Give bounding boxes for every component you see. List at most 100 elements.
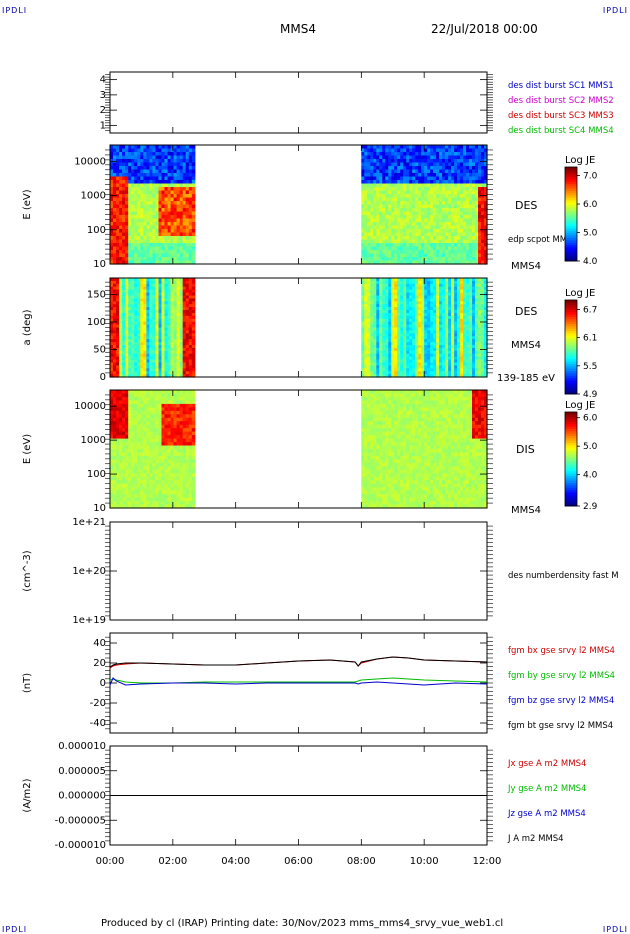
- des-pitch-cell: [382, 310, 386, 314]
- des-pitch-cell: [382, 304, 386, 308]
- des-energy-cell: [176, 211, 181, 216]
- des-energy-cell: [403, 204, 407, 209]
- des-energy-cell: [128, 236, 132, 241]
- des-pitch-cell: [182, 356, 187, 361]
- des-pitch-cell: [376, 289, 380, 294]
- des-energy-cell: [472, 257, 476, 262]
- des-energy-cell: [409, 169, 413, 174]
- des-energy-cell: [179, 152, 184, 157]
- des-energy-cell: [472, 250, 476, 255]
- des-energy-cell: [400, 194, 404, 199]
- des-pitch-cell: [188, 318, 193, 323]
- des-pitch-cell: [457, 359, 461, 363]
- des-energy-cell: [370, 225, 374, 230]
- des-energy-cell: [406, 236, 410, 241]
- des-energy-cell: [155, 190, 159, 195]
- des-pitch-cell: [457, 289, 461, 294]
- des-energy-cell: [134, 169, 138, 174]
- des-pitch-cell: [161, 371, 166, 375]
- des-energy-cell: [466, 145, 470, 150]
- des-energy-cell: [439, 246, 443, 251]
- des-energy-cell: [466, 176, 470, 181]
- des-energy-cell: [457, 201, 461, 206]
- des-energy-cell: [382, 222, 386, 227]
- des-pitch-cell: [376, 333, 380, 337]
- des-pitch-cell: [128, 347, 132, 352]
- des-energy-cell: [448, 211, 452, 216]
- des-energy-cell: [445, 187, 449, 192]
- des-energy-cell: [122, 211, 126, 216]
- des-energy-cell: [182, 218, 187, 223]
- des-pitch-cell: [448, 318, 452, 323]
- des-pitch-cell: [155, 342, 159, 346]
- des-energy-cell: [143, 194, 147, 199]
- des-pitch-cell: [460, 312, 464, 317]
- des-energy-cell: [179, 201, 184, 206]
- des-energy-cell: [463, 225, 467, 230]
- des-energy-cell: [388, 253, 392, 258]
- des-energy-cell: [149, 194, 153, 199]
- des-energy-cell: [475, 257, 479, 262]
- des-energy-cell: [170, 148, 175, 153]
- des-pitch-cell: [424, 356, 428, 361]
- des-energy-cell: [122, 215, 126, 220]
- des-pitch-cell: [167, 292, 172, 297]
- des-pitch-cell: [173, 345, 178, 349]
- des-energy-cell: [161, 145, 166, 150]
- des-pitch-cell: [191, 310, 196, 314]
- des-energy-cell: [188, 183, 193, 188]
- des-pitch-cell: [140, 295, 144, 299]
- des-pitch-cell: [439, 365, 443, 369]
- des-energy-cell: [406, 159, 410, 164]
- des-pitch-cell: [179, 304, 184, 308]
- des-energy-cell: [436, 246, 440, 251]
- des-pitch-cell: [143, 342, 147, 346]
- des-energy-cell: [436, 218, 440, 223]
- des-energy-cell: [439, 148, 443, 153]
- des-energy-cell: [134, 229, 138, 234]
- des-pitch-cell: [397, 356, 401, 361]
- des-pitch-cell: [140, 310, 144, 314]
- des-energy-cell: [143, 239, 147, 244]
- des-pitch-cell: [149, 283, 153, 288]
- des-energy-cell: [170, 190, 175, 195]
- des-pitch-cell: [176, 362, 181, 366]
- des-pitch-cell: [382, 362, 386, 366]
- des-pitch-cell: [403, 298, 407, 302]
- des-pitch-cell: [403, 312, 407, 317]
- des-energy-cell: [149, 176, 153, 181]
- des-pitch-cell: [185, 307, 190, 311]
- des-pitch-cell: [394, 371, 398, 375]
- des-energy-cell: [469, 159, 473, 164]
- des-pitch-cell: [167, 353, 172, 358]
- des-pitch-cell: [143, 307, 147, 311]
- des-pitch-cell: [179, 315, 184, 320]
- des-pitch-cell: [125, 321, 129, 326]
- des-pitch-cell: [125, 324, 129, 329]
- des-energy-cell: [415, 218, 419, 223]
- des-pitch-cell: [409, 333, 413, 337]
- des-energy-cell: [110, 176, 114, 181]
- des-pitch-cell: [131, 292, 135, 297]
- des-energy-cell: [140, 253, 144, 258]
- des-energy-cell: [116, 176, 120, 181]
- des-energy-cell: [397, 169, 401, 174]
- des-pitch-cell: [481, 362, 485, 366]
- des-energy-cell: [370, 176, 374, 181]
- des-pitch-cell: [463, 280, 467, 285]
- des-energy-cell: [119, 257, 123, 262]
- des-energy-cell: [131, 176, 135, 181]
- des-energy-cell: [128, 159, 132, 164]
- des-pitch-cell: [370, 347, 374, 352]
- des-energy-cell: [173, 176, 178, 181]
- des-energy-cell: [463, 162, 467, 167]
- des-pitch-cell: [412, 286, 416, 291]
- des-pitch-cell: [442, 298, 446, 302]
- des-pitch-cell: [179, 327, 184, 331]
- des-energy-cell: [370, 218, 374, 223]
- des-pitch-cell: [427, 347, 431, 352]
- des-pitch-cell: [128, 289, 132, 294]
- des-pitch-cell: [173, 289, 178, 294]
- des-pitch-cell: [421, 371, 425, 375]
- des-pitch-cell: [361, 359, 365, 363]
